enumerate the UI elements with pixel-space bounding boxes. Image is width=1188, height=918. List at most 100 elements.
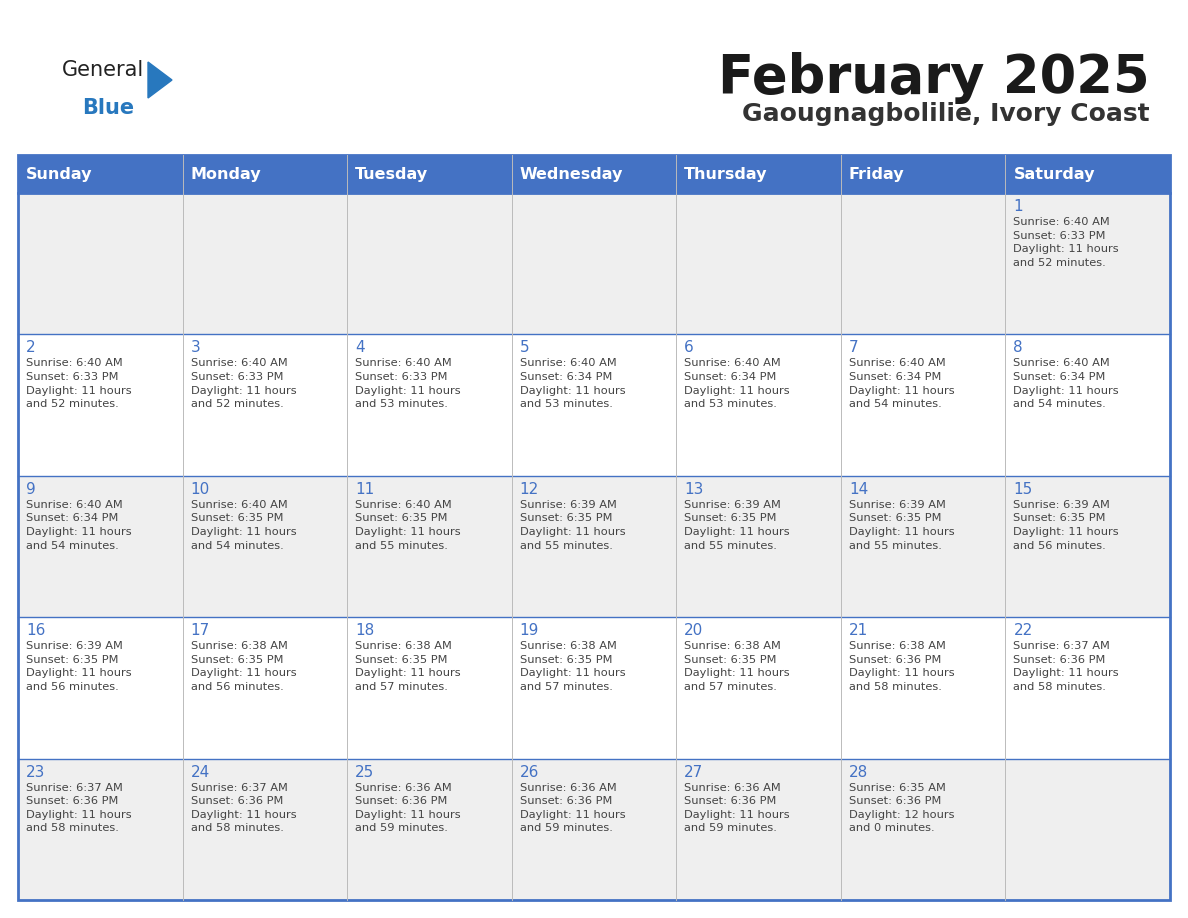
Bar — [18, 758, 183, 900]
Bar — [183, 155, 347, 193]
Text: 3: 3 — [190, 341, 201, 355]
Bar — [183, 617, 347, 758]
Text: 27: 27 — [684, 765, 703, 779]
Text: 22: 22 — [1013, 623, 1032, 638]
Text: 4: 4 — [355, 341, 365, 355]
Bar — [347, 155, 512, 193]
Text: Sunrise: 6:40 AM
Sunset: 6:34 PM
Daylight: 11 hours
and 54 minutes.: Sunrise: 6:40 AM Sunset: 6:34 PM Dayligh… — [1013, 358, 1119, 409]
Text: Sunrise: 6:39 AM
Sunset: 6:35 PM
Daylight: 11 hours
and 56 minutes.: Sunrise: 6:39 AM Sunset: 6:35 PM Dayligh… — [26, 641, 132, 692]
Bar — [1005, 617, 1170, 758]
Bar — [512, 476, 676, 617]
Text: 10: 10 — [190, 482, 210, 497]
Text: 7: 7 — [849, 341, 859, 355]
Text: Sunrise: 6:40 AM
Sunset: 6:33 PM
Daylight: 11 hours
and 52 minutes.: Sunrise: 6:40 AM Sunset: 6:33 PM Dayligh… — [1013, 217, 1119, 268]
Bar — [512, 193, 676, 334]
Text: Sunrise: 6:39 AM
Sunset: 6:35 PM
Daylight: 11 hours
and 55 minutes.: Sunrise: 6:39 AM Sunset: 6:35 PM Dayligh… — [684, 499, 790, 551]
Text: 19: 19 — [519, 623, 539, 638]
Bar — [512, 334, 676, 476]
Bar — [841, 155, 1005, 193]
Bar — [512, 617, 676, 758]
Text: 9: 9 — [26, 482, 36, 497]
Bar — [1005, 758, 1170, 900]
Text: Blue: Blue — [82, 98, 134, 118]
Text: Sunrise: 6:36 AM
Sunset: 6:36 PM
Daylight: 11 hours
and 59 minutes.: Sunrise: 6:36 AM Sunset: 6:36 PM Dayligh… — [355, 783, 461, 834]
Bar — [512, 155, 676, 193]
Text: 16: 16 — [26, 623, 45, 638]
Bar — [18, 476, 183, 617]
Bar — [676, 476, 841, 617]
Text: 6: 6 — [684, 341, 694, 355]
Bar — [347, 193, 512, 334]
Bar — [18, 617, 183, 758]
Text: Sunrise: 6:40 AM
Sunset: 6:33 PM
Daylight: 11 hours
and 52 minutes.: Sunrise: 6:40 AM Sunset: 6:33 PM Dayligh… — [26, 358, 132, 409]
Text: General: General — [62, 60, 144, 80]
Text: Sunrise: 6:40 AM
Sunset: 6:35 PM
Daylight: 11 hours
and 54 minutes.: Sunrise: 6:40 AM Sunset: 6:35 PM Dayligh… — [190, 499, 296, 551]
Text: 5: 5 — [519, 341, 530, 355]
Text: Sunday: Sunday — [26, 166, 93, 182]
Text: 13: 13 — [684, 482, 703, 497]
Text: Sunrise: 6:36 AM
Sunset: 6:36 PM
Daylight: 11 hours
and 59 minutes.: Sunrise: 6:36 AM Sunset: 6:36 PM Dayligh… — [684, 783, 790, 834]
Text: Sunrise: 6:38 AM
Sunset: 6:36 PM
Daylight: 11 hours
and 58 minutes.: Sunrise: 6:38 AM Sunset: 6:36 PM Dayligh… — [849, 641, 954, 692]
Bar — [347, 334, 512, 476]
Bar — [18, 334, 183, 476]
Bar — [347, 476, 512, 617]
Text: 21: 21 — [849, 623, 868, 638]
Text: Sunrise: 6:39 AM
Sunset: 6:35 PM
Daylight: 11 hours
and 56 minutes.: Sunrise: 6:39 AM Sunset: 6:35 PM Dayligh… — [1013, 499, 1119, 551]
Text: 25: 25 — [355, 765, 374, 779]
Text: Tuesday: Tuesday — [355, 166, 428, 182]
Text: Gaougnagbolilie, Ivory Coast: Gaougnagbolilie, Ivory Coast — [742, 102, 1150, 126]
Text: 2: 2 — [26, 341, 36, 355]
Text: Sunrise: 6:40 AM
Sunset: 6:34 PM
Daylight: 11 hours
and 53 minutes.: Sunrise: 6:40 AM Sunset: 6:34 PM Dayligh… — [684, 358, 790, 409]
Text: 17: 17 — [190, 623, 210, 638]
Text: Sunrise: 6:39 AM
Sunset: 6:35 PM
Daylight: 11 hours
and 55 minutes.: Sunrise: 6:39 AM Sunset: 6:35 PM Dayligh… — [519, 499, 625, 551]
Text: 20: 20 — [684, 623, 703, 638]
Bar — [1005, 476, 1170, 617]
Text: 1: 1 — [1013, 199, 1023, 214]
Bar — [841, 617, 1005, 758]
Text: 15: 15 — [1013, 482, 1032, 497]
Bar — [676, 617, 841, 758]
Text: 23: 23 — [26, 765, 45, 779]
Text: Sunrise: 6:38 AM
Sunset: 6:35 PM
Daylight: 11 hours
and 57 minutes.: Sunrise: 6:38 AM Sunset: 6:35 PM Dayligh… — [684, 641, 790, 692]
Text: Sunrise: 6:40 AM
Sunset: 6:34 PM
Daylight: 11 hours
and 54 minutes.: Sunrise: 6:40 AM Sunset: 6:34 PM Dayligh… — [26, 499, 132, 551]
Text: 18: 18 — [355, 623, 374, 638]
Bar — [676, 155, 841, 193]
Bar — [183, 476, 347, 617]
Text: Sunrise: 6:38 AM
Sunset: 6:35 PM
Daylight: 11 hours
and 57 minutes.: Sunrise: 6:38 AM Sunset: 6:35 PM Dayligh… — [355, 641, 461, 692]
Bar — [512, 758, 676, 900]
Text: Sunrise: 6:40 AM
Sunset: 6:34 PM
Daylight: 11 hours
and 53 minutes.: Sunrise: 6:40 AM Sunset: 6:34 PM Dayligh… — [519, 358, 625, 409]
Text: 26: 26 — [519, 765, 539, 779]
Text: 28: 28 — [849, 765, 868, 779]
Bar — [347, 758, 512, 900]
Polygon shape — [148, 62, 172, 98]
Bar — [841, 758, 1005, 900]
Bar — [841, 334, 1005, 476]
Text: February 2025: February 2025 — [719, 52, 1150, 104]
Text: Sunrise: 6:40 AM
Sunset: 6:33 PM
Daylight: 11 hours
and 53 minutes.: Sunrise: 6:40 AM Sunset: 6:33 PM Dayligh… — [355, 358, 461, 409]
Bar — [18, 155, 1170, 900]
Text: Sunrise: 6:39 AM
Sunset: 6:35 PM
Daylight: 11 hours
and 55 minutes.: Sunrise: 6:39 AM Sunset: 6:35 PM Dayligh… — [849, 499, 954, 551]
Bar — [676, 193, 841, 334]
Text: Saturday: Saturday — [1013, 166, 1095, 182]
Bar — [183, 193, 347, 334]
Text: Sunrise: 6:37 AM
Sunset: 6:36 PM
Daylight: 11 hours
and 58 minutes.: Sunrise: 6:37 AM Sunset: 6:36 PM Dayligh… — [190, 783, 296, 834]
Bar — [841, 476, 1005, 617]
Text: 24: 24 — [190, 765, 210, 779]
Text: Sunrise: 6:38 AM
Sunset: 6:35 PM
Daylight: 11 hours
and 57 minutes.: Sunrise: 6:38 AM Sunset: 6:35 PM Dayligh… — [519, 641, 625, 692]
Bar — [841, 193, 1005, 334]
Text: 14: 14 — [849, 482, 868, 497]
Text: Monday: Monday — [190, 166, 261, 182]
Bar — [183, 758, 347, 900]
Text: Sunrise: 6:35 AM
Sunset: 6:36 PM
Daylight: 12 hours
and 0 minutes.: Sunrise: 6:35 AM Sunset: 6:36 PM Dayligh… — [849, 783, 954, 834]
Bar — [183, 334, 347, 476]
Text: Sunrise: 6:37 AM
Sunset: 6:36 PM
Daylight: 11 hours
and 58 minutes.: Sunrise: 6:37 AM Sunset: 6:36 PM Dayligh… — [26, 783, 132, 834]
Bar — [676, 334, 841, 476]
Text: Sunrise: 6:40 AM
Sunset: 6:33 PM
Daylight: 11 hours
and 52 minutes.: Sunrise: 6:40 AM Sunset: 6:33 PM Dayligh… — [190, 358, 296, 409]
Text: 11: 11 — [355, 482, 374, 497]
Text: Thursday: Thursday — [684, 166, 767, 182]
Text: Sunrise: 6:37 AM
Sunset: 6:36 PM
Daylight: 11 hours
and 58 minutes.: Sunrise: 6:37 AM Sunset: 6:36 PM Dayligh… — [1013, 641, 1119, 692]
Bar — [18, 155, 183, 193]
Text: 8: 8 — [1013, 341, 1023, 355]
Bar — [676, 758, 841, 900]
Text: Wednesday: Wednesday — [519, 166, 623, 182]
